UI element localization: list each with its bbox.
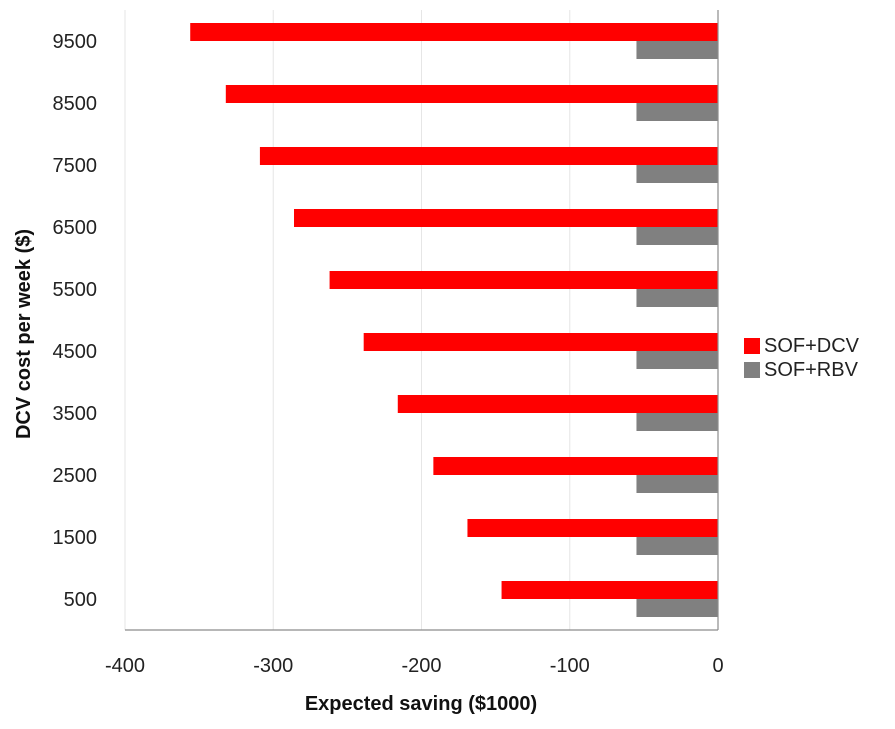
bars <box>190 23 719 617</box>
bar-sof-dcv-4500 <box>363 333 718 351</box>
x-tick-label-4: 0 <box>712 655 723 677</box>
axes <box>125 10 719 631</box>
y-axis-title: DCV cost per week ($) <box>13 229 35 439</box>
legend-label-sof-dcv: SOF+DCV <box>764 335 860 357</box>
bar-sof-dcv-2500 <box>433 457 718 475</box>
y-tick-label-8500: 8500 <box>53 93 98 115</box>
bar-sof-rbv-2500 <box>636 475 718 493</box>
legend-label-sof-rbv: SOF+RBV <box>764 359 859 381</box>
bar-sof-rbv-1500 <box>636 537 718 555</box>
y-tick-label-5500: 5500 <box>53 279 98 301</box>
y-tick-labels: 500 1500 2500 3500 4500 5500 6500 7500 8500 9500 <box>53 31 98 611</box>
bar-sof-rbv-5500 <box>636 289 718 307</box>
x-tick-label-1: -300 <box>253 655 293 677</box>
y-tick-label-7500: 7500 <box>53 155 98 177</box>
y-tick-label-9500: 9500 <box>53 31 98 53</box>
legend-swatch-sof-rbv <box>744 362 760 378</box>
bar-sof-rbv-8500 <box>636 103 718 121</box>
bar-sof-dcv-7500 <box>259 147 718 165</box>
y-tick-label-3500: 3500 <box>53 403 98 425</box>
x-tick-label-0: -400 <box>105 655 145 677</box>
x-axis-title: Expected saving ($1000) <box>305 693 537 715</box>
y-tick-label-4500: 4500 <box>53 341 98 363</box>
y-tick-label-500: 500 <box>64 589 97 611</box>
y-tick-label-2500: 2500 <box>53 465 98 487</box>
bar-sof-rbv-3500 <box>636 413 718 431</box>
bar-sof-rbv-9500 <box>636 41 718 59</box>
bar-sof-rbv-500 <box>636 599 718 617</box>
x-tick-label-2: -200 <box>401 655 441 677</box>
bar-sof-dcv-9500 <box>190 23 719 41</box>
bar-sof-rbv-4500 <box>636 351 718 369</box>
bar-sof-dcv-3500 <box>397 395 718 413</box>
x-tick-label-3: -100 <box>550 655 590 677</box>
bar-sof-dcv-5500 <box>329 271 718 289</box>
x-tick-labels: -400 -300 -200 -100 0 <box>105 655 724 677</box>
bar-sof-dcv-8500 <box>225 85 718 103</box>
bar-sof-dcv-1500 <box>467 519 718 537</box>
bar-sof-dcv-500 <box>501 581 718 599</box>
legend-swatch-sof-dcv <box>744 338 760 354</box>
bar-sof-rbv-6500 <box>636 227 718 245</box>
y-tick-label-1500: 1500 <box>53 527 98 549</box>
y-tick-label-6500: 6500 <box>53 217 98 239</box>
bar-sof-dcv-6500 <box>294 209 718 227</box>
bar-sof-rbv-7500 <box>636 165 718 183</box>
